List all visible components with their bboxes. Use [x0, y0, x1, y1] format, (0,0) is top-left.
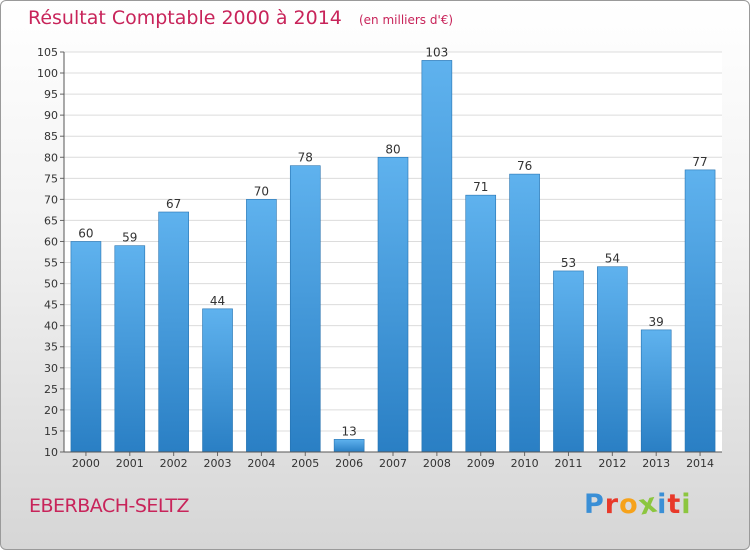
bar — [640, 329, 672, 453]
x-tick-label: 2010 — [511, 457, 539, 470]
y-tick-label: 25 — [44, 383, 58, 396]
bar — [158, 211, 189, 453]
y-tick-label: 10 — [44, 446, 58, 459]
bar-value-label: 70 — [254, 184, 269, 198]
logo-letter: t — [667, 489, 682, 520]
bar — [377, 156, 409, 453]
bar-value-label: 77 — [692, 155, 707, 169]
bar — [70, 241, 102, 453]
bar-value-label: 78 — [298, 151, 313, 165]
y-tick-label: 60 — [44, 235, 58, 248]
bar-value-label: 71 — [473, 180, 488, 194]
y-tick-label: 75 — [44, 172, 58, 185]
y-tick-label: 55 — [44, 257, 58, 270]
x-tick-label: 2009 — [467, 457, 495, 470]
commune-name: EBERBACH-SELTZ — [29, 495, 190, 517]
x-tick-label: 2002 — [160, 457, 188, 470]
bar — [289, 165, 321, 453]
chart-title-block: Résultat Comptable 2000 à 2014 (en milli… — [28, 7, 453, 29]
proxiti-logo: Proxiti — [584, 487, 692, 521]
bar-value-label: 60 — [78, 226, 93, 240]
x-tick-label: 2007 — [379, 457, 407, 470]
y-tick-label: 30 — [44, 362, 58, 375]
bar-value-label: 53 — [561, 256, 576, 270]
y-tick-label: 50 — [44, 278, 58, 291]
y-tick-label: 95 — [44, 88, 58, 101]
chart-unit-label: (en milliers d'€) — [358, 13, 454, 27]
y-tick-label: 45 — [44, 299, 58, 312]
y-tick-label: 70 — [44, 193, 58, 206]
x-tick-label: 2000 — [72, 457, 100, 470]
bar — [597, 266, 628, 453]
y-tick-label: 90 — [44, 109, 58, 122]
x-tick-label: 2004 — [247, 457, 275, 470]
bar-value-label: 59 — [122, 231, 137, 245]
x-tick-label: 2003 — [204, 457, 232, 470]
bar — [509, 173, 540, 453]
logo-letter: P — [584, 489, 605, 520]
bar-value-label: 103 — [425, 45, 448, 59]
bar — [465, 194, 497, 453]
y-tick-label: 40 — [44, 320, 58, 333]
y-tick-label: 85 — [44, 130, 58, 143]
x-tick-label: 2011 — [554, 457, 582, 470]
x-tick-label: 2013 — [642, 457, 670, 470]
y-tick-label: 105 — [37, 46, 58, 59]
bar-value-label: 39 — [649, 315, 664, 329]
chart-title: Résultat Comptable 2000 à 2014 — [28, 7, 342, 29]
bar — [421, 60, 453, 453]
bar — [553, 270, 584, 453]
bar-value-label: 54 — [605, 252, 620, 266]
axes — [60, 51, 722, 456]
bar — [246, 199, 277, 453]
bar — [202, 308, 233, 453]
bar — [114, 245, 146, 453]
x-tick-label: 2012 — [598, 457, 626, 470]
x-tick-label: 2014 — [686, 457, 714, 470]
bar — [333, 439, 365, 453]
logo-letter: o — [619, 489, 639, 520]
labels: 10 15 20 25 30 35 40 45 50 55 60 65 70 75 80 85 90 95 100 1… — [37, 45, 714, 470]
x-tick-label: 2008 — [423, 457, 451, 470]
y-tick-label: 15 — [44, 425, 58, 438]
bars — [70, 60, 716, 453]
logo-letter: i — [681, 489, 692, 520]
bar — [684, 169, 716, 453]
bar-value-label: 13 — [341, 424, 356, 438]
y-tick-label: 35 — [44, 341, 58, 354]
logo-letter: i — [657, 489, 668, 520]
logo-letter: r — [604, 489, 620, 520]
bar-value-label: 76 — [517, 159, 532, 173]
x-tick-label: 2001 — [116, 457, 144, 470]
bar-value-label: 67 — [166, 197, 181, 211]
x-tick-label: 2006 — [335, 457, 363, 470]
bar-value-label: 80 — [385, 142, 400, 156]
y-tick-label: 100 — [37, 67, 58, 80]
y-tick-label: 80 — [44, 151, 58, 164]
y-tick-label: 65 — [44, 214, 58, 227]
y-tick-label: 20 — [44, 404, 58, 417]
x-tick-label: 2005 — [291, 457, 319, 470]
bar-value-label: 44 — [210, 294, 225, 308]
